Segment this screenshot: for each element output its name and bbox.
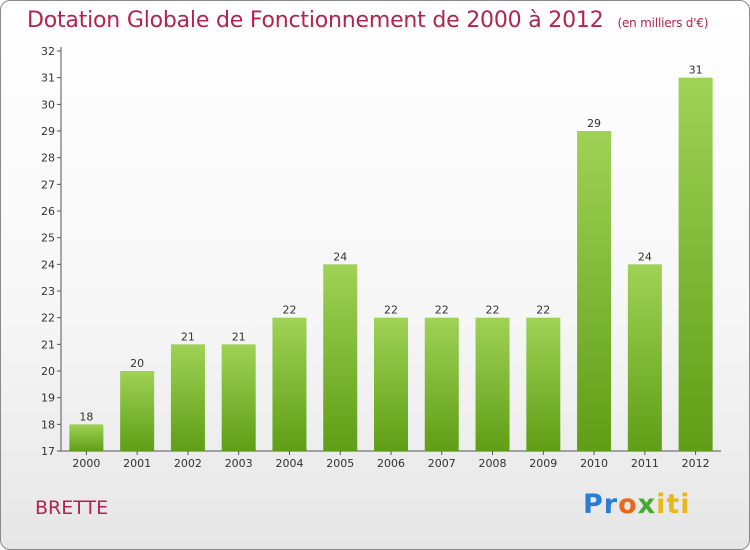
bar-value-label: 22 [435, 304, 449, 317]
bar-value-label: 24 [333, 250, 347, 263]
bar [323, 264, 358, 451]
x-tick-label: 2009 [529, 457, 557, 470]
chart-subtitle: (en milliers d'€) [617, 16, 709, 30]
bar [475, 317, 510, 451]
bar-value-label: 31 [689, 64, 703, 77]
x-tick-label: 2010 [580, 457, 608, 470]
y-tick-label: 17 [41, 445, 55, 458]
bar-value-label: 21 [181, 330, 195, 343]
y-tick-label: 22 [41, 312, 55, 325]
x-tick-label: 2001 [123, 457, 151, 470]
bar [170, 344, 205, 451]
proxiti-logo[interactable]: Proxiti [583, 489, 691, 520]
y-tick-label: 20 [41, 365, 55, 378]
x-tick-label: 2000 [72, 457, 100, 470]
y-tick-label: 19 [41, 392, 55, 405]
x-tick-label: 2012 [682, 457, 710, 470]
x-tick-label: 2011 [631, 457, 659, 470]
bar-value-label: 22 [486, 304, 500, 317]
y-tick-label: 28 [41, 152, 55, 165]
bar-value-label: 22 [384, 304, 398, 317]
y-tick-label: 26 [41, 205, 55, 218]
x-tick-label: 2004 [275, 457, 303, 470]
bar [678, 77, 713, 452]
bar-value-label: 22 [282, 304, 296, 317]
chart-title: Dotation Globale de Fonctionnement de 20… [27, 8, 708, 33]
bar-value-label: 22 [536, 304, 550, 317]
bar [526, 317, 561, 451]
bar [424, 317, 459, 451]
logo-letters-iti: iti [656, 489, 691, 520]
y-tick-label: 25 [41, 232, 55, 245]
y-tick-label: 29 [41, 125, 55, 138]
bar [577, 131, 612, 451]
x-tick-label: 2008 [479, 457, 507, 470]
logo-letter-x: x [637, 489, 657, 520]
chart-title-text: Dotation Globale de Fonctionnement de 20… [27, 8, 604, 33]
y-tick-label: 18 [41, 418, 55, 431]
y-tick-label: 30 [41, 98, 55, 111]
x-tick-label: 2007 [428, 457, 456, 470]
x-tick-label: 2002 [174, 457, 202, 470]
bar-value-label: 29 [587, 117, 601, 130]
chart-axes: 17 18 19 20 21 22 23 24 25 26 27 28 29 30 31 32 2000 2001… [41, 45, 721, 470]
bar [374, 317, 408, 451]
y-tick-label: 24 [41, 258, 55, 271]
x-tick-label: 2005 [326, 457, 354, 470]
bar-value-label: 21 [232, 330, 246, 343]
y-tick-label: 27 [41, 178, 55, 191]
bar [69, 424, 104, 451]
bar [120, 371, 155, 451]
y-tick-label: 23 [41, 285, 55, 298]
logo-letter-o: o [618, 489, 638, 520]
commune-name: BRETTE [35, 497, 109, 519]
bar [272, 317, 307, 451]
bar-value-label: 24 [638, 250, 652, 263]
y-tick-label: 21 [41, 338, 55, 351]
y-tick-label: 31 [41, 72, 55, 85]
bar-value-label: 20 [130, 357, 144, 370]
bar [627, 264, 662, 451]
bar [221, 344, 256, 451]
chart-bars: 18 20 21 21 22 24 22 22 22 22 29 24 31 [69, 64, 713, 452]
bar-value-label: 18 [79, 410, 93, 423]
y-tick-label: 32 [41, 45, 55, 58]
logo-letters-pr: Pr [583, 489, 619, 520]
x-tick-label: 2003 [225, 457, 253, 470]
x-tick-label: 2006 [377, 457, 405, 470]
